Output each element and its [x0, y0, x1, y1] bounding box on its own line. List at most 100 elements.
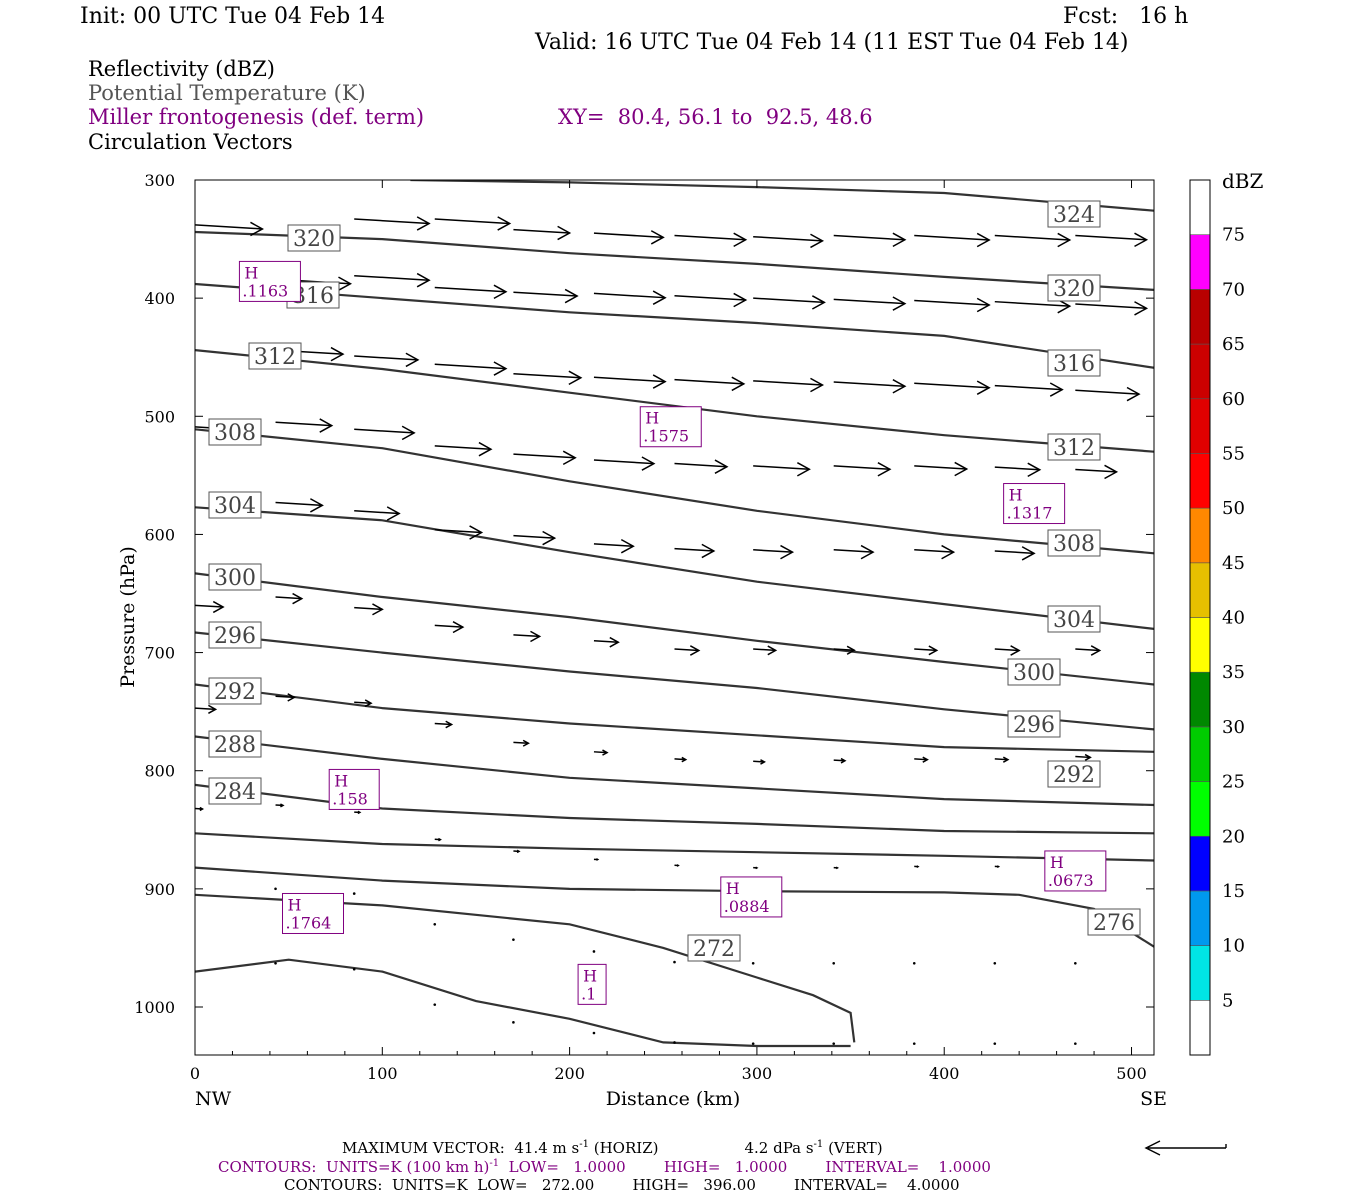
circulation-vector [994, 462, 1042, 478]
colorbar-segment [1189, 398, 1211, 454]
circulation-vector [434, 284, 508, 300]
circulation-vector [994, 865, 1001, 869]
circulation-vector [513, 450, 577, 466]
circulation-vector [513, 630, 542, 643]
circulation-vector [914, 544, 956, 560]
colorbar-segment [1189, 726, 1211, 782]
colorbar-label: 40 [1222, 608, 1245, 629]
circulation-vector [833, 462, 892, 477]
circulation-vector [195, 600, 225, 614]
svg-text:300: 300 [1013, 661, 1055, 686]
reflectivity-colorbar: 5 10 15 20 25 30 35 40 45 50 55 60 65 70 75 [1189, 179, 1245, 1056]
circulation-vector [751, 1042, 755, 1045]
colorbar-label: 45 [1222, 553, 1245, 574]
circulation-vector [593, 538, 635, 554]
circulation-vector [753, 866, 759, 870]
svg-text:272: 272 [693, 937, 735, 962]
circulation-vector [513, 225, 572, 241]
svg-text:292: 292 [214, 680, 256, 705]
svg-text:.1575: .1575 [643, 427, 689, 446]
circulation-vector [195, 221, 264, 237]
svg-text:.1317: .1317 [1007, 504, 1053, 523]
circulation-vector [513, 849, 521, 854]
x-tick-label: 300 [742, 1064, 773, 1083]
svg-text:296: 296 [214, 624, 256, 649]
contour-label-292: 292 [1047, 760, 1101, 788]
circulation-vector [593, 230, 665, 245]
circulation-vector [753, 462, 811, 477]
circulation-vector [994, 298, 1072, 314]
circulation-vector [593, 858, 600, 861]
contour-label-300: 300 [1007, 658, 1061, 686]
circulation-vector [593, 456, 656, 471]
legend-circulation-vectors: Circulation Vectors [88, 130, 293, 154]
circulation-vector [513, 288, 579, 304]
colorbar-label: 25 [1222, 772, 1245, 793]
circulation-vector [354, 603, 384, 616]
circulation-vector [914, 645, 939, 656]
y-tick-label: 300 [144, 171, 175, 190]
y-axis-title: Pressure (hPa) [117, 546, 139, 688]
circulation-vector [674, 864, 680, 867]
x-axis-left-label: NW [195, 1088, 232, 1110]
circulation-vector [993, 1042, 997, 1045]
svg-text:308: 308 [214, 421, 256, 446]
colorbar-segment [1189, 617, 1211, 673]
colorbar-label: 65 [1222, 334, 1245, 355]
contour-label-304: 304 [1047, 605, 1101, 633]
circulation-vector [195, 704, 218, 714]
legend-frontogenesis: Miller frontogenesis (def. term) [88, 105, 425, 129]
circulation-vector [354, 699, 373, 708]
contour-label-276: 276 [1087, 908, 1141, 936]
circulation-vector [593, 636, 620, 648]
circulation-vector [994, 232, 1072, 248]
svg-text:300: 300 [214, 566, 256, 591]
svg-text:.1: .1 [581, 984, 596, 1003]
colorbar-segment [1189, 1000, 1211, 1056]
circulation-vector [434, 361, 508, 376]
svg-text:292: 292 [1053, 763, 1095, 788]
theta-contour-272 [195, 893, 856, 1043]
circulation-vector [753, 233, 825, 249]
circulation-vector [833, 232, 907, 248]
colorbar-segment [1189, 890, 1211, 946]
theta-contour-280 [195, 832, 1154, 862]
svg-text:.0673: .0673 [1048, 871, 1094, 890]
circulation-vector [674, 292, 748, 308]
contour-label-312: 312 [1047, 433, 1101, 461]
svg-text:320: 320 [293, 227, 335, 252]
circulation-vector [673, 1041, 676, 1044]
circulation-vector [674, 232, 748, 248]
circulation-vector [833, 379, 907, 394]
circulation-vector [1075, 232, 1149, 248]
colorbar-segment [1189, 179, 1211, 235]
circulation-vector [833, 645, 856, 655]
circulation-vector [592, 950, 596, 953]
y-tick-label: 400 [144, 289, 175, 308]
circulation-vector [352, 967, 356, 971]
colorbar-segment [1189, 343, 1211, 400]
colorbar-label: 35 [1222, 662, 1245, 683]
circulation-vector [354, 272, 431, 288]
plot-frame [194, 179, 1155, 1056]
circulation-vector [1075, 645, 1102, 656]
frontogenesis-contour-info: CONTOURS: UNITS=K (100 km h)-1 LOW= 1.00… [218, 1158, 991, 1176]
theta-contour-292 [195, 683, 1154, 753]
circulation-vector [674, 376, 746, 392]
svg-text:284: 284 [214, 780, 256, 805]
legend-reflectivity: Reflectivity (dBZ) [88, 57, 276, 81]
colorbar-segment [1189, 453, 1211, 509]
circulation-vector [1075, 386, 1141, 402]
theta-contour-324 [410, 180, 1154, 212]
frontogenesis-high-1163: H.1163 [238, 260, 301, 302]
theta-contour-268 [195, 958, 851, 1048]
svg-text:H: H [1050, 853, 1064, 872]
circulation-vector [593, 374, 667, 389]
circulation-vector [354, 810, 362, 815]
theta-contour-316 [195, 282, 1154, 369]
contour-label-300: 300 [208, 563, 262, 591]
circulation-vector [753, 377, 825, 393]
contour-label-320: 320 [1047, 274, 1101, 302]
